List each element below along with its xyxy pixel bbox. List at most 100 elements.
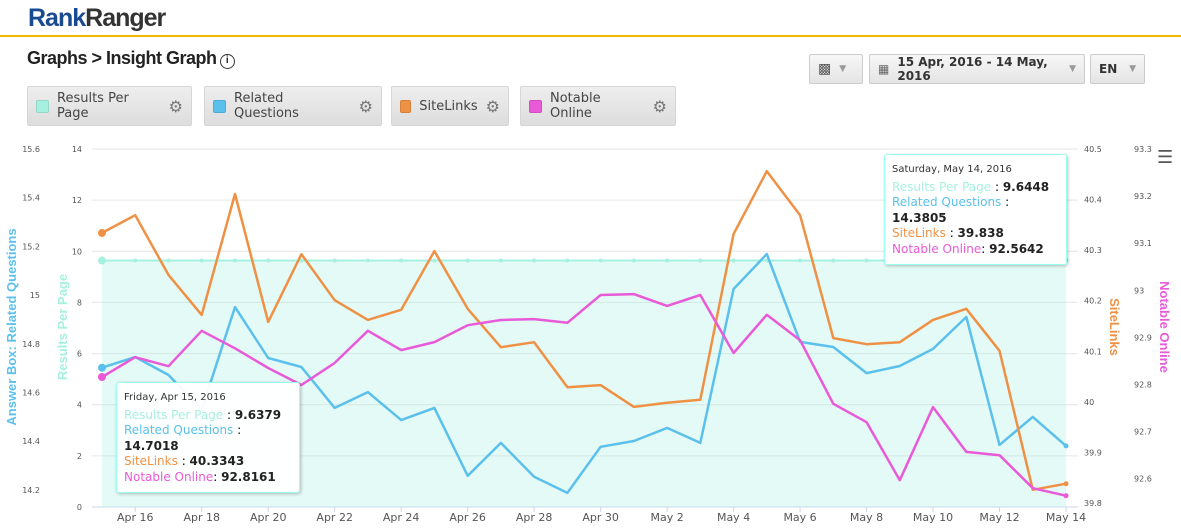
chevron-down-icon: ▼ [1129, 64, 1136, 74]
hover-marker-notable-online [1063, 493, 1069, 499]
y-tick-label-no: 92.8 [1134, 381, 1152, 390]
point-results-per-page [465, 258, 470, 263]
point-results-per-page [266, 258, 271, 263]
point-results-per-page [133, 258, 138, 263]
legend-swatch [400, 99, 412, 113]
project-selector[interactable]: ▩ ▼ [809, 54, 863, 84]
x-tick-label: May 12 [979, 511, 1019, 524]
legend-related-questions[interactable]: Related Questions ⚙ [204, 86, 382, 126]
point-results-per-page [232, 258, 237, 263]
point-results-per-page [166, 258, 171, 263]
x-tick-label: Apr 20 [250, 511, 287, 524]
hover-marker-related-questions [98, 363, 106, 372]
tooltip-may-14: Saturday, May 14, 2016 Results Per Page … [884, 154, 1067, 265]
y-tick-label-rq: 14.6 [22, 389, 40, 398]
y-tick-label-rpp: 14 [72, 145, 82, 154]
y-tick-label-rpp: 4 [77, 401, 82, 410]
hover-marker-sitelinks [1063, 481, 1069, 487]
x-tick-label: Apr 28 [516, 511, 553, 524]
y-tick-label-rq: 15.2 [22, 242, 40, 251]
x-tick-label: Apr 26 [449, 511, 486, 524]
x-tick-label: May 8 [850, 511, 883, 524]
y-tick-label-no: 92.7 [1134, 428, 1152, 437]
point-results-per-page [698, 258, 703, 263]
legend-notable-online[interactable]: Notable Online ⚙ [520, 86, 676, 126]
point-results-per-page [532, 258, 537, 263]
legend-swatch [213, 99, 226, 113]
y-tick-label-rq: 14.8 [22, 340, 40, 349]
y-tick-label-rpp: 6 [77, 350, 82, 359]
point-results-per-page [731, 258, 736, 263]
x-tick-label: Apr 22 [316, 511, 353, 524]
point-results-per-page [432, 258, 437, 263]
point-results-per-page [831, 258, 836, 263]
y-tick-label-sl: 40.1 [1084, 347, 1102, 356]
y-tick-label-sl: 40.2 [1084, 297, 1102, 306]
point-results-per-page [365, 258, 370, 263]
y-tick-label-rq: 14.2 [22, 486, 40, 495]
line-related-questions [101, 252, 1067, 495]
x-tick-label: Apr 30 [582, 511, 619, 524]
y-tick-label-rpp: 0 [77, 503, 82, 512]
y-tick-label-no: 93.1 [1134, 239, 1152, 248]
top-bar: RankRanger [0, 0, 1181, 37]
y-tick-label-no: 92.6 [1134, 475, 1152, 484]
y-tick-label-rq: 15 [30, 291, 40, 300]
date-range-picker[interactable]: ▦ 15 Apr, 2016 - 14 May, 2016 ▼ [869, 54, 1085, 84]
y-tick-label-rpp: 2 [77, 452, 82, 461]
y-tick-label-sl: 40 [1084, 398, 1094, 407]
hover-marker-sitelinks [98, 228, 106, 237]
y-tick-label-rpp: 8 [77, 298, 82, 307]
chevron-down-icon: ▼ [839, 64, 847, 74]
cube-icon: ▩ [818, 61, 832, 77]
point-results-per-page [631, 258, 636, 263]
chart-menu-icon[interactable]: ☰ [1157, 147, 1174, 168]
axis-title-sl: SiteLinks [1107, 298, 1122, 356]
hover-marker-results-per-page [98, 256, 106, 265]
area-results-per-page [102, 260, 1066, 507]
y-tick-label-no: 93 [1134, 286, 1144, 295]
legend-results-per-page[interactable]: Results Per Page ⚙ [27, 86, 192, 126]
hover-marker-notable-online [98, 372, 106, 381]
y-tick-label-rq: 14.4 [22, 437, 40, 446]
y-tick-label-no: 93.3 [1134, 145, 1152, 154]
gear-icon[interactable]: ⚙ [652, 96, 667, 116]
x-tick-label: May 2 [650, 511, 683, 524]
x-tick-label: May 10 [913, 511, 953, 524]
y-tick-label-rpp: 12 [72, 196, 82, 205]
y-tick-label-rq: 15.4 [22, 194, 40, 203]
info-icon[interactable]: i [219, 54, 235, 69]
point-results-per-page [598, 258, 603, 263]
gear-icon[interactable]: ⚙ [485, 96, 500, 116]
line-notable-online [101, 292, 1067, 497]
y-tick-label-sl: 40.3 [1084, 246, 1102, 255]
y-tick-label-sl: 40.4 [1084, 196, 1102, 205]
x-tick-label: May 4 [717, 511, 750, 524]
language-selector[interactable]: EN ▼ [1090, 54, 1145, 84]
y-tick-label-no: 93.2 [1134, 192, 1152, 201]
page-title: Graphs > Insight Graph i [27, 48, 235, 69]
point-results-per-page [199, 258, 204, 263]
x-tick-label: May 14 [1046, 511, 1086, 524]
x-tick-label: Apr 24 [383, 511, 420, 524]
point-results-per-page [332, 258, 337, 263]
axis-title-no: Notable Online [1157, 281, 1172, 373]
hover-marker-related-questions [1063, 443, 1069, 449]
x-tick-label: Apr 16 [117, 511, 154, 524]
y-tick-label-rpp: 10 [72, 247, 82, 256]
legend-swatch [529, 99, 542, 113]
y-tick-label-rq: 15.6 [22, 145, 40, 154]
rankranger-logo[interactable]: RankRanger [28, 4, 166, 32]
y-tick-label-sl: 40.5 [1084, 145, 1102, 154]
point-results-per-page [798, 258, 803, 263]
axis-title-rq: Answer Box: Related Questions [4, 228, 19, 425]
point-results-per-page [665, 258, 670, 263]
gear-icon[interactable]: ⚙ [168, 96, 183, 116]
gear-icon[interactable]: ⚙ [358, 96, 373, 116]
calendar-icon: ▦ [878, 62, 890, 76]
y-tick-label-sl: 39.9 [1084, 448, 1102, 457]
x-tick-label: Apr 18 [183, 511, 220, 524]
legend-sitelinks[interactable]: SiteLinks ⚙ [391, 86, 509, 126]
line-sitelinks [101, 169, 1067, 492]
point-results-per-page [498, 258, 503, 263]
